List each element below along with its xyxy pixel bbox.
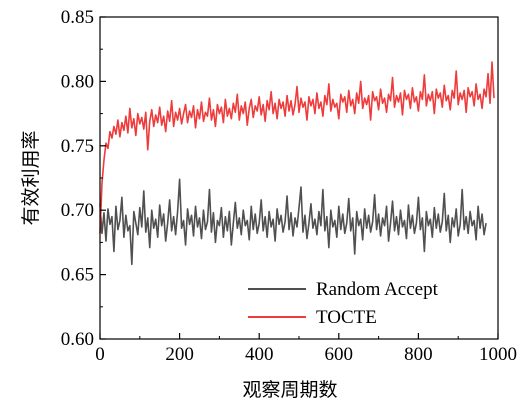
x-tick-label: 400 [245, 344, 274, 365]
x-tick-label: 1000 [479, 344, 517, 365]
y-tick-label: 0.65 [61, 265, 94, 286]
legend-label-1: TOCTE [316, 307, 377, 328]
axes-layer [99, 16, 499, 340]
y-axis-title: 有效利用率 [20, 130, 42, 225]
x-tick-label: 600 [325, 344, 354, 365]
y-tick-label: 0.70 [61, 200, 94, 221]
legend: Random Accept TOCTE [248, 279, 439, 328]
series-layer [99, 61, 495, 266]
plot-frame [99, 16, 499, 340]
y-tick-label: 0.85 [61, 7, 94, 28]
x-tick-label: 200 [165, 344, 194, 365]
series-line-1 [99, 61, 495, 234]
y-tick-label: 0.60 [61, 329, 94, 350]
legend-label-0: Random Accept [316, 279, 439, 300]
series-line-0 [99, 178, 487, 266]
y-tick-label: 0.75 [61, 136, 94, 157]
ticks-layer: 0 200 400 600 800 1000 0.60 0.65 0.70 0.75 0.80 0.8… [61, 7, 517, 365]
x-axis-title: 观察周期数 [242, 379, 337, 401]
x-tick-label: 800 [404, 344, 433, 365]
y-tick-label: 0.80 [61, 71, 94, 92]
x-tick-label: 0 [95, 344, 105, 365]
